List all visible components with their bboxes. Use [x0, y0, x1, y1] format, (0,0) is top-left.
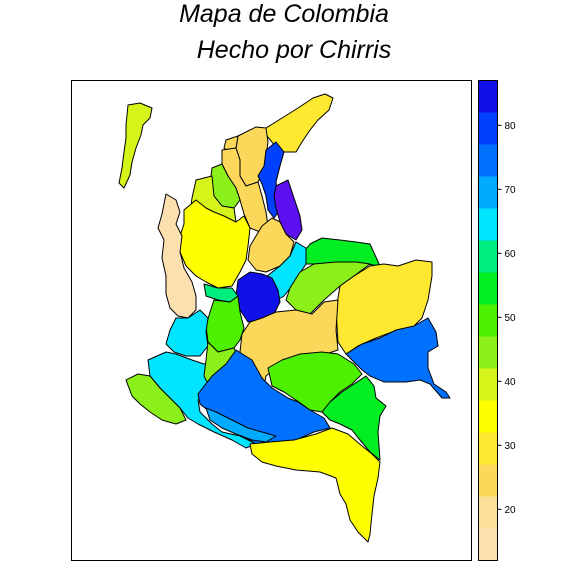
- legend-color-bin-1: [478, 496, 498, 529]
- map-panel: [71, 80, 472, 561]
- department-san-andres: [118, 102, 153, 189]
- map-title-line-1: Mapa de Colombia: [179, 0, 389, 28]
- department-guaviare: [267, 351, 363, 413]
- legend-color-bin-14: [478, 80, 498, 113]
- legend-color-bin-6: [478, 336, 498, 369]
- legend-color-bin-8: [478, 272, 498, 305]
- legend-tick-label: 20: [505, 505, 517, 516]
- legend-color-bin-3: [478, 432, 498, 465]
- legend-color-bin-13: [478, 112, 498, 145]
- legend-color-bin-7: [478, 304, 498, 337]
- department-guainia: [345, 317, 451, 399]
- legend-tick-label: 50: [505, 313, 517, 324]
- legend-tick-label: 40: [505, 377, 517, 388]
- legend-tick-label: 60: [505, 249, 517, 260]
- department-vichada: [335, 259, 433, 355]
- legend-tick-label: 30: [505, 441, 517, 452]
- map-title-line-2: Hecho por Chirris: [196, 36, 392, 64]
- legend-tick-label: 70: [505, 185, 517, 196]
- department-valle-del-cauca: [165, 309, 209, 357]
- legend-color-bin-10: [478, 208, 498, 241]
- legend-color-bin-12: [478, 144, 498, 177]
- legend-color-bin-0: [478, 528, 498, 561]
- legend-frame: [478, 80, 498, 561]
- legend-color-bin-2: [478, 464, 498, 497]
- department-choco: [157, 193, 197, 319]
- department-vaupes: [321, 375, 387, 461]
- legend-color-bin-4: [478, 400, 498, 433]
- department-norte-de-santander: [273, 179, 303, 241]
- legend-tick-label: 80: [505, 121, 517, 132]
- legend-color-bin-5: [478, 368, 498, 401]
- department-narino: [125, 373, 187, 425]
- legend-color-bin-11: [478, 176, 498, 209]
- department-putumayo: [205, 407, 277, 443]
- legend-color-bin-9: [478, 240, 498, 273]
- department-amazonas: [249, 427, 381, 543]
